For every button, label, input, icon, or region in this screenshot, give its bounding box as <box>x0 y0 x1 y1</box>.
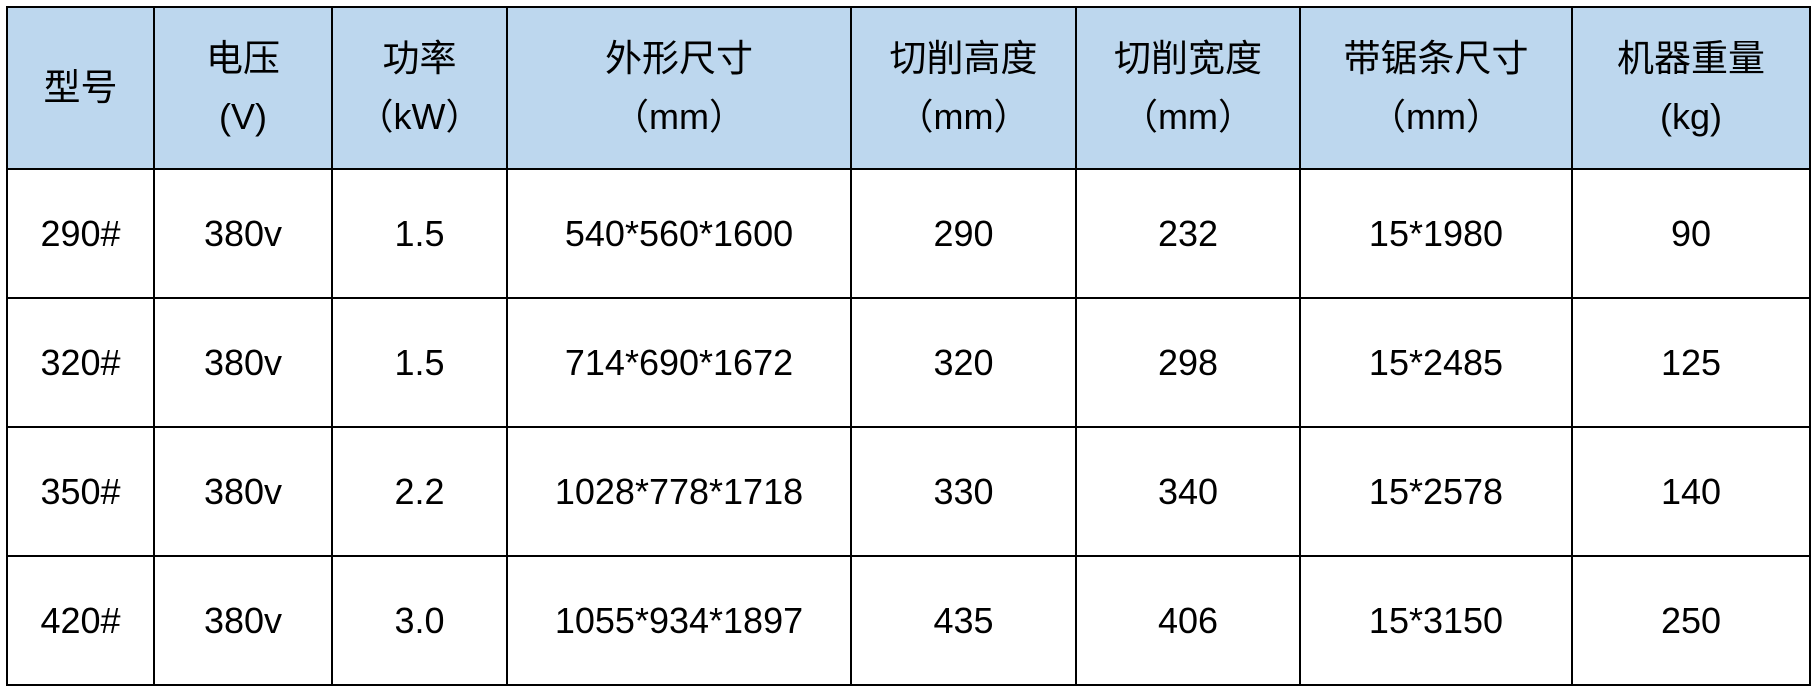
table-cell: 420# <box>6 555 155 686</box>
column-header: 切削高度 （mm） <box>850 6 1077 170</box>
table-cell: 380v <box>153 297 333 428</box>
column-label: 机器重量 <box>1617 37 1765 80</box>
column-header: 型号 <box>6 6 155 170</box>
table-cell: 435 <box>850 555 1077 686</box>
table-cell: 350# <box>6 426 155 557</box>
table-cell: 15*2578 <box>1299 426 1573 557</box>
table-cell: 140 <box>1571 426 1811 557</box>
column-label: 型号 <box>43 66 118 109</box>
table-cell: 1.5 <box>331 168 508 299</box>
table-cell: 290 <box>850 168 1077 299</box>
column-header: 功率 （kW） <box>331 6 508 170</box>
table-cell: 1.5 <box>331 297 508 428</box>
table-cell: 250 <box>1571 555 1811 686</box>
column-label: 外形尺寸 <box>605 37 753 80</box>
column-label: 切削高度 <box>889 37 1038 80</box>
table-cell: 380v <box>153 555 333 686</box>
table-row: 350# 380v 2.2 1028*778*1718 330 340 15*2578 140 <box>6 426 1811 557</box>
table-cell: 15*1980 <box>1299 168 1573 299</box>
table-cell: 15*2485 <box>1299 297 1573 428</box>
column-unit: （mm） <box>613 96 745 137</box>
column-label: 电压 <box>206 37 280 80</box>
column-unit: （kW） <box>357 96 482 137</box>
column-header: 带锯条尺寸 （mm） <box>1299 6 1573 170</box>
table-cell: 2.2 <box>331 426 508 557</box>
column-header: 切削宽度 （mm） <box>1075 6 1301 170</box>
column-label: 带锯条尺寸 <box>1343 37 1529 80</box>
column-unit: （mm） <box>897 96 1030 137</box>
column-unit: (kg) <box>1660 96 1722 137</box>
table-row: 320# 380v 1.5 714*690*1672 320 298 15*2485 125 <box>6 297 1811 428</box>
table-cell: 320 <box>850 297 1077 428</box>
table-cell: 90 <box>1571 168 1811 299</box>
table-cell: 540*560*1600 <box>506 168 852 299</box>
table-cell: 3.0 <box>331 555 508 686</box>
column-label: 切削宽度 <box>1114 37 1262 80</box>
table-cell: 1055*934*1897 <box>506 555 852 686</box>
column-unit: (V) <box>219 96 267 137</box>
table-row: 420# 380v 3.0 1055*934*1897 435 406 15*3150 250 <box>6 555 1811 686</box>
column-header: 机器重量 (kg) <box>1571 6 1811 170</box>
table-cell: 340 <box>1075 426 1301 557</box>
column-unit: （mm） <box>1122 96 1254 137</box>
table-cell: 714*690*1672 <box>506 297 852 428</box>
column-header: 外形尺寸 （mm） <box>506 6 852 170</box>
table-cell: 232 <box>1075 168 1301 299</box>
column-header: 电压 (V) <box>153 6 333 170</box>
table-row: 290# 380v 1.5 540*560*1600 290 232 15*1980 90 <box>6 168 1811 299</box>
header-row: 型号 电压 (V) 功率 （kW） 外形尺寸 （mm） 切削高度 （mm） 切削宽度 （mm） 带锯条… <box>6 6 1811 170</box>
table-cell: 298 <box>1075 297 1301 428</box>
table-cell: 380v <box>153 168 333 299</box>
table-cell: 406 <box>1075 555 1301 686</box>
table-cell: 290# <box>6 168 155 299</box>
table-cell: 330 <box>850 426 1077 557</box>
table-cell: 320# <box>6 297 155 428</box>
table-cell: 15*3150 <box>1299 555 1573 686</box>
spec-table: 型号 电压 (V) 功率 （kW） 外形尺寸 （mm） 切削高度 （mm） 切削宽度 （mm） 带锯条… <box>6 6 1811 686</box>
table-cell: 125 <box>1571 297 1811 428</box>
table-cell: 380v <box>153 426 333 557</box>
column-label: 功率 <box>382 37 457 80</box>
table-cell: 1028*778*1718 <box>506 426 852 557</box>
column-unit: （mm） <box>1370 96 1502 137</box>
